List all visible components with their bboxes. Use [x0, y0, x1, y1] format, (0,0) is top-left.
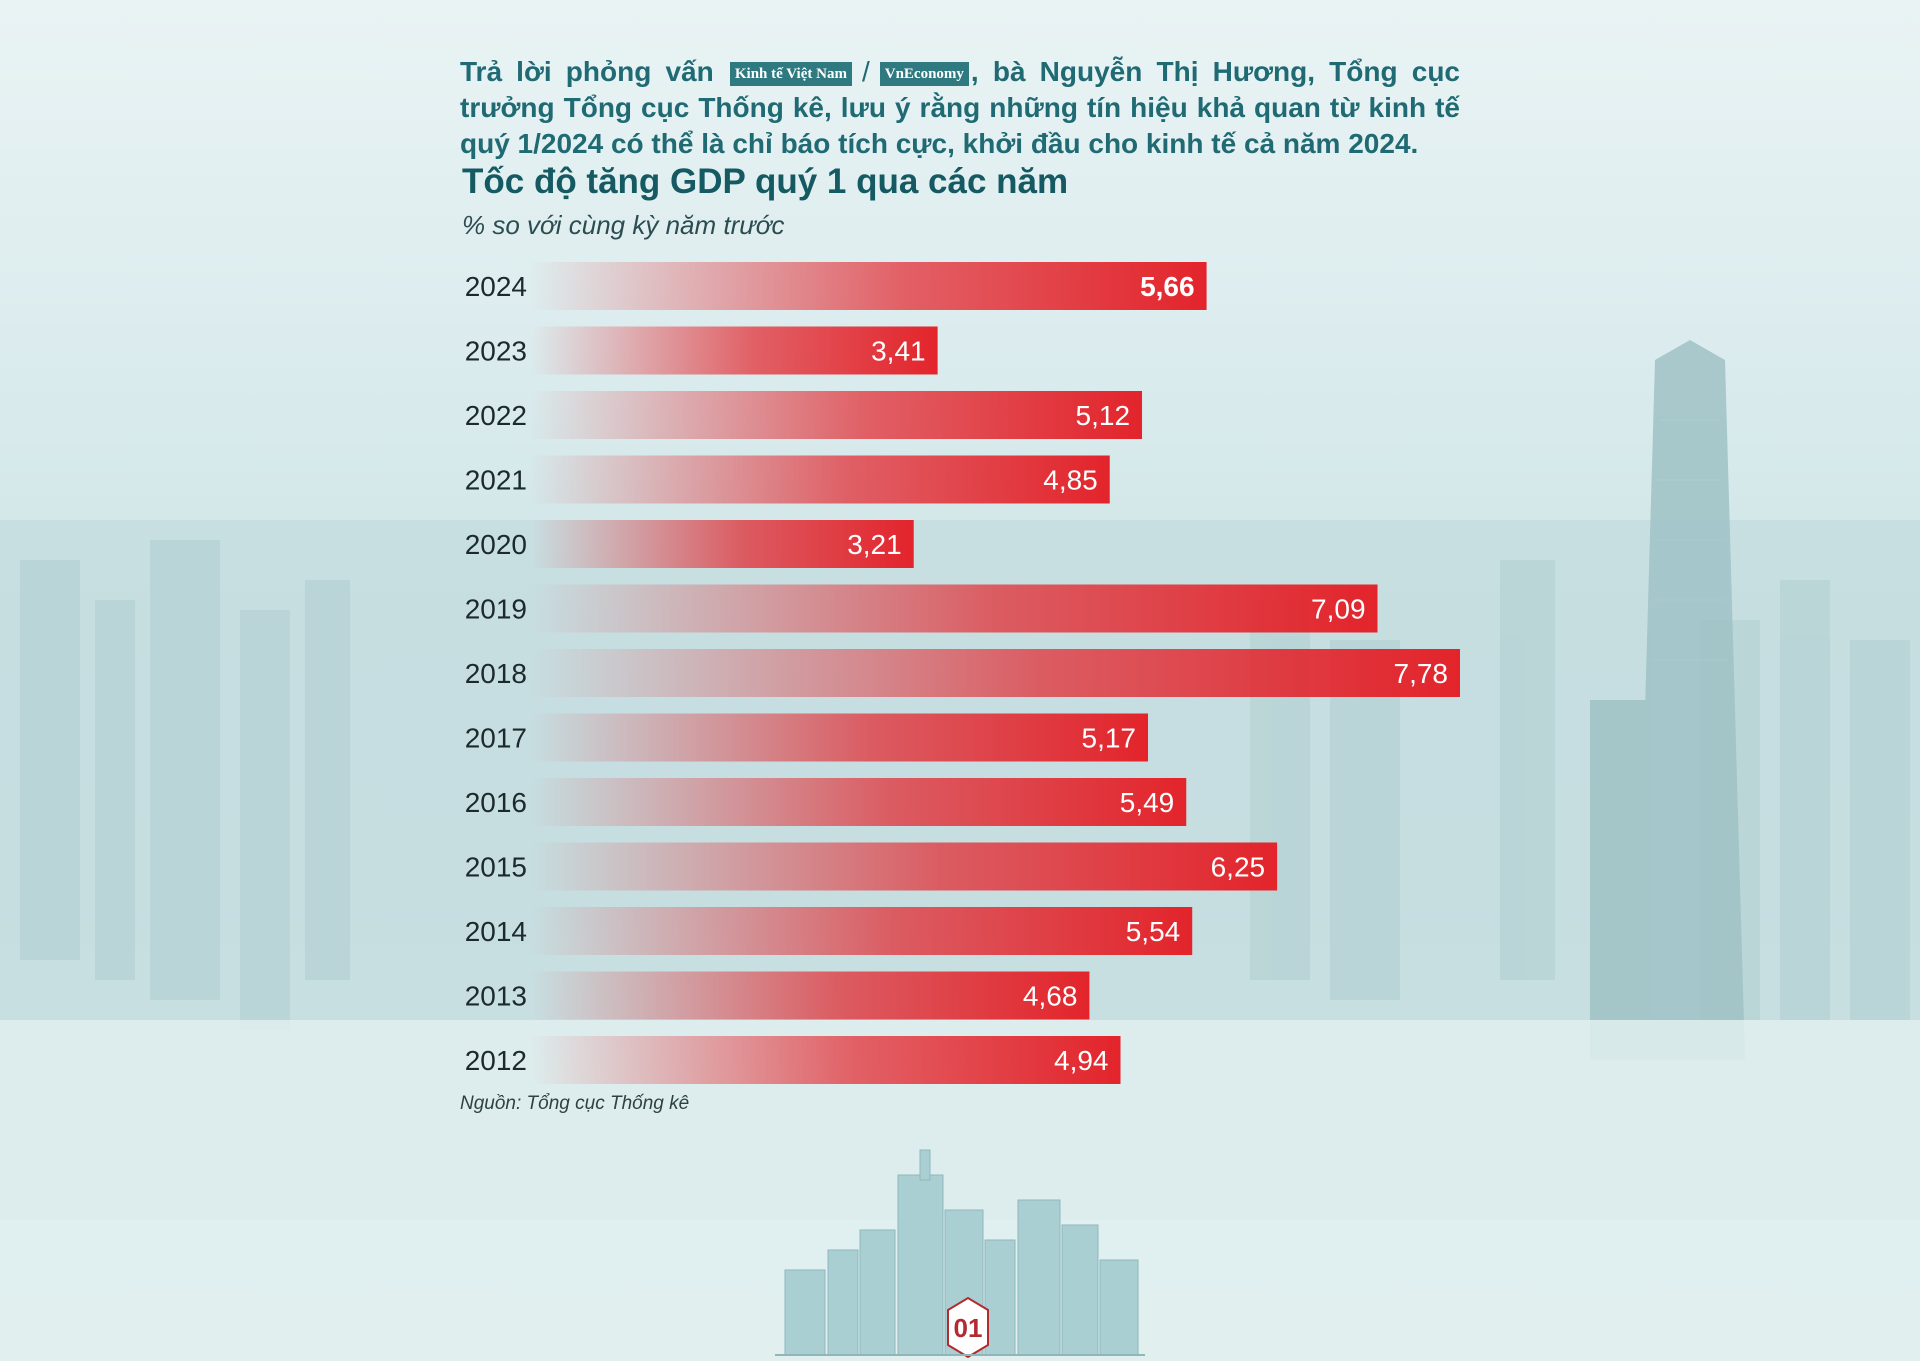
value-label-2012: 4,94 — [1054, 1045, 1109, 1076]
value-label-2015: 6,25 — [1211, 852, 1266, 883]
chart-title: Tốc độ tăng GDP quý 1 qua các năm — [462, 162, 1069, 201]
bar-group-2016: 2016 5,49 — [465, 778, 1187, 826]
value-label-2013: 4,68 — [1023, 981, 1078, 1012]
value-label-2021: 4,85 — [1043, 465, 1098, 496]
page-number-badge: 01 — [953, 1313, 983, 1343]
bar-2018 — [530, 649, 1460, 697]
intro-text-end: , bà Nguyễn Thị Hương, Tổng cục trưởng T… — [460, 56, 1460, 159]
bar-group-2024: 2024 5,66 — [465, 262, 1207, 310]
year-label-2012: 2012 — [465, 1045, 527, 1076]
bar-2019 — [530, 584, 1378, 633]
value-label-2014: 5,54 — [1126, 916, 1181, 947]
bar-2023 — [530, 326, 938, 375]
bar-group-2012: 2012 4,94 — [465, 1036, 1121, 1084]
value-label-2017: 5,17 — [1082, 723, 1137, 754]
value-label-2016: 5,49 — [1120, 787, 1175, 818]
value-label-2024: 5,66 — [1140, 271, 1195, 302]
bars-layer: 2024 5,66 2023 3,41 2022 5,12 2021 4,85 2020 3,21… — [465, 262, 1460, 1084]
bar-group-2018: 2018 7,78 — [465, 649, 1460, 697]
bar-2012 — [530, 1036, 1121, 1084]
year-label-2021: 2021 — [465, 465, 527, 496]
source-note: Nguồn: Tổng cục Thống kê — [460, 1093, 690, 1114]
bar-2015 — [530, 842, 1278, 891]
value-label-2023: 3,41 — [871, 336, 926, 367]
bar-group-2013: 2013 4,68 — [465, 971, 1090, 1020]
bar-2022 — [530, 391, 1143, 439]
bar-group-2020: 2020 3,21 — [465, 520, 914, 568]
intro-text-start: Trả lời phỏng vấn — [460, 56, 714, 87]
vneconomy-logo: VnEconomy — [879, 61, 969, 86]
bar-2016 — [530, 778, 1187, 826]
year-label-2015: 2015 — [465, 852, 527, 883]
bar-group-2017: 2017 5,17 — [465, 713, 1149, 762]
year-label-2018: 2018 — [465, 658, 527, 689]
bar-group-2014: 2014 5,54 — [465, 907, 1193, 955]
year-label-2014: 2014 — [465, 916, 527, 947]
year-label-2016: 2016 — [465, 787, 527, 818]
bar-2020 — [530, 520, 914, 568]
logo-separator: / — [861, 56, 870, 87]
year-label-2024: 2024 — [465, 271, 527, 302]
year-label-2020: 2020 — [465, 529, 527, 560]
chart-subtitle: % so với cùng kỳ năm trước — [462, 210, 785, 240]
bar-2021 — [530, 455, 1110, 504]
bar-2017 — [530, 713, 1149, 762]
intro-paragraph: Trả lời phỏng vấn Kinh tế Việt Nam / VnEco… — [460, 54, 1460, 162]
year-label-2022: 2022 — [465, 400, 527, 431]
bar-2013 — [530, 971, 1090, 1020]
bar-group-2015: 2015 6,25 — [465, 842, 1278, 891]
bar-group-2021: 2021 4,85 — [465, 455, 1110, 504]
bar-group-2019: 2019 7,09 — [465, 584, 1378, 633]
value-label-2022: 5,12 — [1076, 400, 1131, 431]
value-label-2018: 7,78 — [1394, 658, 1449, 689]
value-label-2020: 3,21 — [847, 529, 902, 560]
bar-2024 — [530, 262, 1207, 310]
kinh-te-viet-nam-logo: Kinh tế Việt Nam — [729, 61, 852, 86]
year-label-2023: 2023 — [465, 336, 527, 367]
year-label-2013: 2013 — [465, 981, 527, 1012]
bar-group-2022: 2022 5,12 — [465, 391, 1143, 439]
year-label-2019: 2019 — [465, 594, 527, 625]
bar-2014 — [530, 907, 1193, 955]
value-label-2019: 7,09 — [1311, 594, 1366, 625]
year-label-2017: 2017 — [465, 723, 527, 754]
bar-group-2023: 2023 3,41 — [465, 326, 938, 375]
